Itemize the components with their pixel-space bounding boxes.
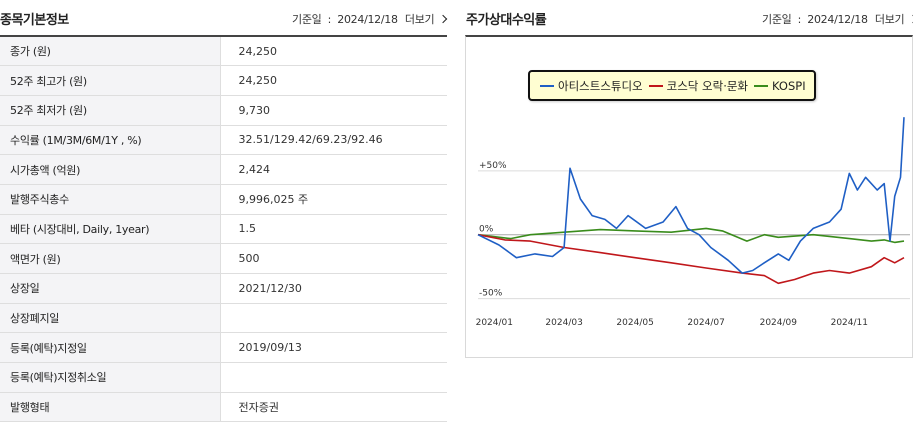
info-value: 24,250 bbox=[238, 74, 278, 88]
basic-info-table: 종가 (원) 24,250 52주 최고가 (원) 24,250 52주 최저가 (원)… bbox=[0, 35, 447, 422]
info-label: 시가총액 (억원) bbox=[0, 154, 221, 185]
more-link[interactable]: 더보기 bbox=[874, 13, 905, 26]
more-link[interactable]: 더보기 bbox=[404, 13, 435, 26]
info-label: 발행형태 bbox=[0, 392, 221, 422]
x-tick-label: 2024/03 bbox=[545, 318, 582, 328]
info-label: 52주 최고가 (원) bbox=[0, 65, 221, 96]
x-tick-label: 2024/07 bbox=[687, 318, 724, 328]
info-row: 등록(예탁)지정일 2019/09/13 bbox=[0, 332, 447, 363]
info-row: 상장일 2021/12/30 bbox=[0, 273, 447, 304]
series-line bbox=[477, 117, 905, 274]
info-label: 상장일 bbox=[0, 273, 221, 304]
info-row: 발행형태 전자증권 bbox=[0, 392, 447, 422]
x-tick-label: 2024/01 bbox=[476, 318, 513, 328]
basic-info-ref: 기준일 : 2024/12/18 더보기 bbox=[292, 11, 448, 27]
relative-return-title: 주가상대수익률 bbox=[466, 13, 547, 28]
info-value: 1.5 bbox=[238, 222, 257, 236]
info-label: 상장폐지일 bbox=[0, 303, 221, 333]
info-label: 베타 (시장대비, Daily, 1year) bbox=[0, 214, 221, 244]
relative-return-chart: +50% 0% -50% 2024/01 2024/03 2024/05 2024/07 20… bbox=[476, 117, 910, 328]
info-value: 9,730 bbox=[238, 103, 271, 117]
info-value bbox=[220, 363, 447, 393]
info-row: 수익률 (1M/3M/6M/1Y , %) 32.51/129.42/69.23/… bbox=[0, 125, 447, 155]
info-label: 52주 최저가 (원) bbox=[0, 95, 221, 126]
info-row: 액면가 (원) 500 bbox=[0, 243, 447, 274]
info-value bbox=[220, 303, 447, 333]
info-value: 전자증권 bbox=[238, 401, 279, 415]
y-tick-label: +50% bbox=[479, 161, 507, 171]
x-tick-label: 2024/11 bbox=[831, 318, 868, 328]
info-value: 24,250 bbox=[238, 44, 278, 58]
chart-legend: 아티스트스튜디오 코스닥 오락·문화 KOSPI bbox=[528, 70, 816, 101]
info-label: 수익률 (1M/3M/6M/1Y , %) bbox=[0, 125, 221, 155]
info-label: 등록(예탁)지정일 bbox=[0, 332, 221, 363]
legend-label: KOSPI bbox=[772, 78, 806, 93]
legend-label: 코스닥 오락·문화 bbox=[666, 78, 749, 93]
ref-separator: : bbox=[797, 13, 802, 26]
legend-swatch bbox=[754, 84, 769, 87]
y-tick-label: 0% bbox=[479, 225, 494, 235]
info-row: 베타 (시장대비, Daily, 1year) 1.5 bbox=[0, 214, 447, 244]
info-row: 등록(예탁)지정취소일 bbox=[0, 362, 447, 393]
chevron-right-icon[interactable] bbox=[439, 14, 448, 24]
chevron-right-icon[interactable] bbox=[909, 14, 913, 24]
info-label: 종가 (원) bbox=[0, 36, 221, 66]
ref-date-value: 2024/12/18 bbox=[337, 13, 398, 26]
info-value: 2021/12/30 bbox=[238, 281, 302, 295]
legend-item: KOSPI bbox=[754, 79, 806, 93]
relative-return-ref: 기준일 : 2024/12/18 더보기 bbox=[762, 11, 913, 27]
legend-item: 코스닥 오락·문화 bbox=[648, 78, 749, 94]
info-row: 발행주식총수 9,996,025 주 bbox=[0, 184, 447, 215]
info-value: 2019/09/13 bbox=[238, 341, 302, 355]
legend-label: 아티스트스튜디오 bbox=[558, 78, 643, 93]
ref-date-label: 기준일 bbox=[292, 13, 322, 26]
ref-separator: : bbox=[327, 13, 332, 26]
info-label: 등록(예탁)지정취소일 bbox=[0, 362, 221, 393]
info-label: 발행주식총수 bbox=[0, 184, 221, 215]
info-label: 액면가 (원) bbox=[0, 243, 221, 274]
legend-item: 아티스트스튜디오 bbox=[540, 78, 643, 94]
info-value: 32.51/129.42/69.23/92.46 bbox=[238, 133, 383, 147]
info-row: 종가 (원) 24,250 bbox=[0, 36, 447, 66]
info-row: 상장폐지일 bbox=[0, 303, 447, 333]
x-tick-label: 2024/05 bbox=[616, 318, 653, 328]
info-value: 9,996,025 주 bbox=[238, 193, 309, 207]
info-value: 2,424 bbox=[238, 163, 271, 177]
y-tick-label: -50% bbox=[479, 289, 503, 299]
info-row: 52주 최저가 (원) 9,730 bbox=[0, 95, 447, 126]
info-value: 500 bbox=[238, 252, 260, 266]
basic-info-title: 종목기본정보 bbox=[0, 13, 69, 28]
x-tick-label: 2024/09 bbox=[760, 318, 798, 328]
ref-date-value: 2024/12/18 bbox=[807, 13, 868, 26]
legend-swatch bbox=[648, 84, 663, 87]
info-row: 52주 최고가 (원) 24,250 bbox=[0, 65, 447, 96]
legend-swatch bbox=[540, 84, 554, 87]
series-line bbox=[477, 233, 905, 285]
series-line bbox=[477, 227, 905, 244]
ref-date-label: 기준일 bbox=[762, 13, 792, 26]
info-row: 시가총액 (억원) 2,424 bbox=[0, 154, 447, 185]
